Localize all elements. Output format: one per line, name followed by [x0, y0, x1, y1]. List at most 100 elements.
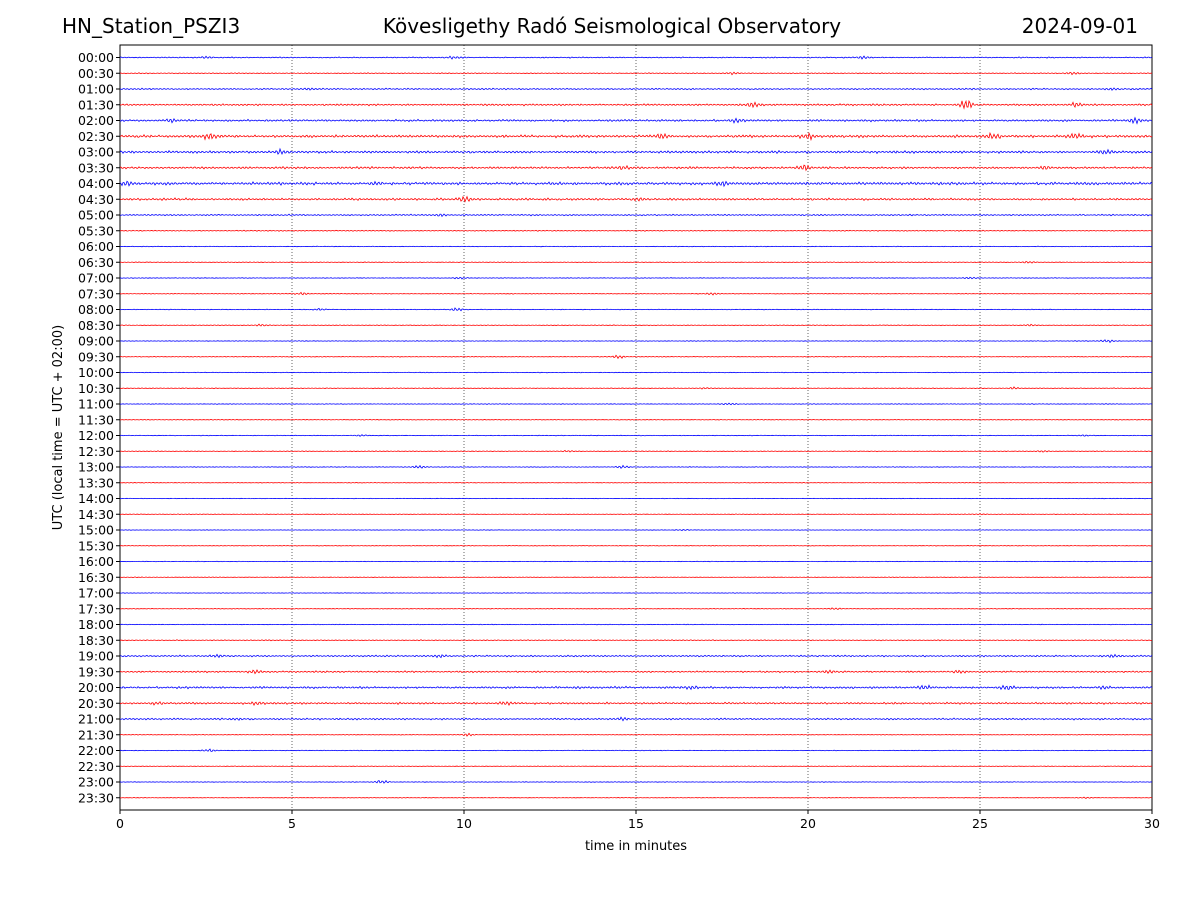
row-label: 11:30: [78, 412, 114, 427]
row-label: 19:30: [78, 664, 114, 679]
trace-1130: [119, 418, 1153, 421]
trace-0300: [119, 147, 1153, 156]
trace-1030: [119, 386, 1153, 390]
row-label: 04:30: [78, 192, 114, 207]
trace-2000: [119, 684, 1153, 691]
trace-1630: [119, 576, 1153, 579]
x-tick-label: 10: [456, 816, 472, 831]
trace-0830: [119, 323, 1152, 327]
trace-0930: [119, 354, 1153, 360]
trace-2100: [119, 716, 1153, 722]
row-label: 21:30: [78, 727, 114, 742]
row-label: 07:30: [78, 286, 114, 301]
row-label: 14:30: [78, 507, 114, 522]
row-label: 17:00: [78, 586, 114, 601]
row-label: 01:00: [78, 82, 114, 97]
trace-1000: [119, 371, 1153, 374]
trace-0630: [119, 260, 1153, 264]
trace-1300: [120, 464, 1153, 469]
trace-2030: [119, 701, 1153, 707]
x-tick-label: 15: [628, 816, 644, 831]
trace-1400: [119, 497, 1153, 500]
trace-0400: [119, 180, 1153, 188]
row-label: 13:00: [78, 460, 114, 475]
trace-1830: [119, 639, 1153, 642]
x-tick-label: 30: [1144, 816, 1160, 831]
row-label: 18:00: [78, 617, 114, 632]
x-axis-label: time in minutes: [585, 839, 687, 854]
trace-0430: [119, 195, 1153, 203]
row-label: 02:00: [78, 113, 114, 128]
row-label: 17:30: [78, 601, 114, 616]
trace-0330: [120, 164, 1153, 172]
trace-1230: [119, 449, 1153, 453]
row-label: 19:00: [78, 649, 114, 664]
row-label: 15:00: [78, 523, 114, 538]
row-label: 18:30: [78, 633, 114, 648]
trace-0530: [119, 229, 1153, 232]
trace-1600: [119, 560, 1153, 563]
trace-1930: [119, 669, 1153, 675]
trace-1100: [119, 402, 1153, 406]
row-label: 08:30: [78, 318, 114, 333]
trace-0500: [119, 213, 1153, 218]
trace-1900: [119, 653, 1153, 659]
trace-0900: [119, 339, 1153, 344]
row-label: 12:30: [78, 444, 114, 459]
x-tick-label: 5: [288, 816, 296, 831]
trace-0600: [119, 245, 1153, 248]
trace-0730: [119, 291, 1153, 296]
trace-0200: [119, 116, 1153, 125]
row-label: 10:00: [78, 365, 114, 380]
trace-2330: [119, 796, 1153, 799]
trace-0130: [119, 99, 1153, 110]
row-label: 23:30: [78, 790, 114, 805]
row-label: 05:00: [78, 208, 114, 223]
row-label: 11:00: [78, 397, 114, 412]
row-label: 14:00: [78, 491, 114, 506]
x-tick-label: 25: [972, 816, 988, 831]
trace-1200: [119, 434, 1153, 437]
trace-0030: [119, 71, 1153, 76]
trace-1330: [119, 481, 1153, 484]
trace-1500: [119, 529, 1153, 532]
station-name: HN_Station_PSZI3: [62, 14, 241, 38]
row-label: 00:30: [78, 66, 114, 81]
row-label: 12:00: [78, 428, 114, 443]
row-label: 06:30: [78, 255, 114, 270]
trace-2230: [119, 765, 1152, 768]
row-label: 08:00: [78, 302, 114, 317]
observatory-title: Kövesligethy Radó Seismological Observat…: [382, 14, 842, 38]
row-label: 09:00: [78, 334, 114, 349]
trace-1700: [119, 592, 1153, 594]
trace-2130: [119, 732, 1153, 737]
row-label: 13:30: [78, 475, 114, 490]
row-label: 20:30: [78, 696, 114, 711]
trace-0800: [119, 307, 1153, 312]
row-label: 02:30: [78, 129, 114, 144]
trace-1430: [119, 513, 1153, 516]
row-label: 16:00: [78, 554, 114, 569]
row-label: 04:00: [78, 176, 114, 191]
trace-1730: [119, 607, 1153, 610]
trace-1800: [119, 623, 1153, 626]
row-label: 22:00: [78, 743, 114, 758]
trace-0000: [119, 55, 1153, 60]
row-label: 10:30: [78, 381, 114, 396]
trace-0230: [119, 131, 1153, 142]
row-label: 01:30: [78, 97, 114, 112]
row-label: 03:30: [78, 160, 114, 175]
trace-2300: [119, 779, 1153, 784]
y-axis-label: UTC (local time = UTC + 02:00): [51, 325, 66, 530]
row-label: 09:30: [78, 349, 114, 364]
trace-0100: [119, 87, 1153, 91]
row-label: 22:30: [78, 759, 114, 774]
row-label: 15:30: [78, 538, 114, 553]
trace-1530: [119, 544, 1153, 547]
row-label: 07:00: [78, 271, 114, 286]
trace-0700: [119, 276, 1153, 280]
date-label: 2024-09-01: [1021, 14, 1138, 38]
row-label: 06:00: [78, 239, 114, 254]
row-label: 05:30: [78, 223, 114, 238]
